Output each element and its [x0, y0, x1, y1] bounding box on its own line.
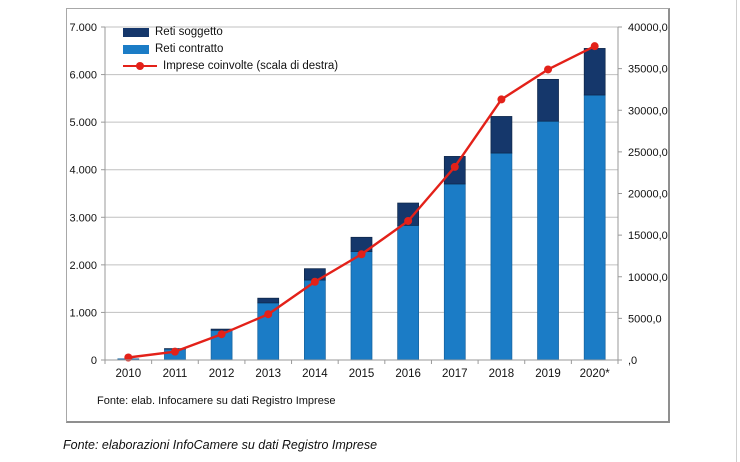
bar-reti-contratto	[350, 251, 373, 361]
legend-item-0: Reti soggetto	[123, 25, 338, 39]
legend-swatch-icon	[123, 44, 149, 54]
bar-reti-contratto	[397, 225, 419, 361]
right-axis-label: 40000,0	[628, 22, 668, 34]
right-axis-label: ,0	[628, 355, 637, 367]
chart-frame: 0 1.000 2.000 3.000 4.000 5.000 6.000 7.000 ,0 50…	[66, 8, 670, 423]
right-axis-label: 15000,0	[628, 230, 668, 242]
chart-legend: Reti soggetto Reti contratto Imprese coinv…	[123, 25, 338, 73]
bar-reti-contratto	[304, 279, 326, 361]
bar-reti-soggetto	[537, 78, 559, 122]
bar-reti-soggetto	[397, 202, 419, 226]
left-axis-label: 1.000	[69, 307, 97, 319]
x-axis-category-label: 2012	[209, 368, 235, 380]
bar-reti-contratto	[443, 183, 466, 361]
legend-label: Reti contratto	[155, 43, 224, 55]
right-axis-label: 20000,0	[628, 189, 668, 201]
left-axis-label: 3.000	[69, 212, 97, 224]
bar-reti-soggetto	[490, 116, 513, 154]
imprese-marker	[590, 42, 599, 51]
page-edge-line	[736, 0, 737, 462]
bar-reti-soggetto	[583, 48, 606, 96]
left-axis-label: 5.000	[69, 117, 97, 129]
x-axis-category-label: 2015	[349, 368, 375, 380]
left-axis-label: 2.000	[69, 260, 97, 272]
imprese-marker	[170, 347, 179, 356]
chart-canvas: 0 1.000 2.000 3.000 4.000 5.000 6.000 7.000 ,0 50…	[69, 22, 668, 380]
right-axis-label: 35000,0	[628, 64, 668, 76]
chart-source-note: Fonte: elab. Infocamere su dati Registro…	[97, 395, 336, 407]
imprese-marker	[310, 277, 319, 286]
left-axis-label: 6.000	[69, 70, 97, 82]
imprese-marker	[450, 162, 459, 171]
x-axis-category-label: 2019	[535, 368, 561, 380]
x-axis-category-label: 2018	[489, 368, 515, 380]
legend-label: Imprese coinvolte (scala di destra)	[163, 60, 339, 72]
legend-label: Reti soggetto	[155, 26, 223, 38]
left-axis-label: 4.000	[69, 165, 97, 177]
legend-item-1: Reti contratto	[123, 42, 338, 56]
x-axis-category-label: 2017	[442, 368, 468, 380]
imprese-marker	[217, 330, 226, 339]
right-axis-label: 5000,0	[628, 313, 662, 325]
x-axis-category-label: 2013	[255, 368, 281, 380]
right-axis-label: 30000,0	[628, 105, 668, 117]
x-axis-category-label: 2010	[116, 368, 142, 380]
imprese-marker	[357, 250, 366, 259]
legend-item-2: Imprese coinvolte (scala di destra)	[123, 59, 338, 73]
imprese-marker	[544, 65, 553, 74]
x-axis-category-label: 2016	[395, 368, 421, 380]
legend-swatch-icon	[123, 27, 149, 37]
x-axis-category-label: 2020*	[580, 368, 611, 380]
left-axis-label: 7.000	[69, 22, 97, 34]
bar-reti-soggetto	[257, 297, 280, 304]
bar-reti-contratto	[490, 152, 513, 361]
right-axis-label: 25000,0	[628, 147, 668, 159]
imprese-marker	[264, 310, 273, 319]
x-axis-category-label: 2014	[302, 368, 328, 380]
bar-reti-contratto	[583, 94, 606, 361]
left-axis-label: 0	[91, 355, 97, 367]
imprese-marker	[497, 95, 506, 104]
imprese-marker	[404, 216, 413, 225]
figure-caption: Fonte: elaborazioni InfoCamere su dati R…	[63, 438, 378, 452]
x-axis-category-label: 2011	[163, 368, 188, 380]
legend-line-marker-icon	[123, 61, 157, 71]
right-axis-label: 10000,0	[628, 272, 668, 284]
bar-reti-contratto	[537, 120, 559, 361]
